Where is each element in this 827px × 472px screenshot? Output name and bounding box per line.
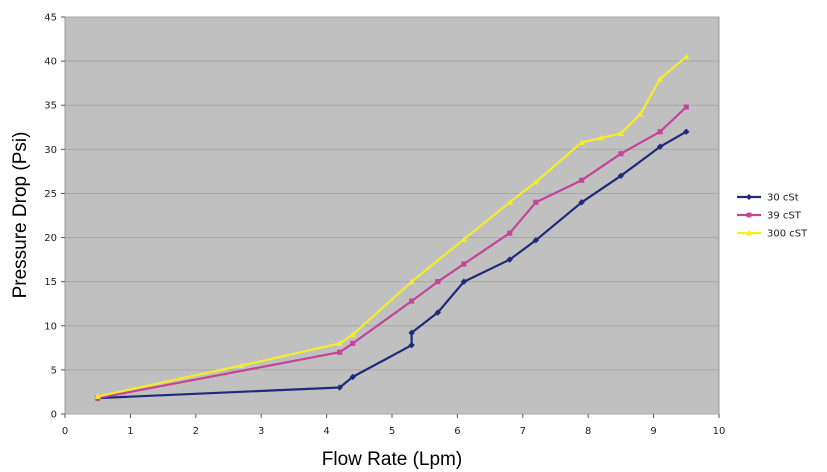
x-tick-label: 4	[323, 426, 329, 437]
y-axis-title: Pressure Drop (Psi)	[10, 132, 31, 299]
data-point	[746, 230, 752, 236]
data-point	[746, 194, 752, 200]
series-300-cst	[94, 53, 690, 399]
y-tick-label: 25	[44, 189, 57, 200]
x-tick-label: 5	[389, 426, 395, 437]
data-point	[637, 110, 644, 117]
data-point	[578, 199, 585, 206]
data-point	[337, 349, 343, 355]
x-tick-label: 1	[127, 426, 133, 437]
y-tick-label: 35	[44, 101, 57, 112]
data-point	[336, 340, 343, 346]
data-point	[461, 261, 467, 267]
y-tick-label: 0	[51, 410, 57, 421]
legend-item: 300 cST	[737, 229, 808, 240]
data-point	[656, 75, 664, 82]
x-tick-label: 0	[62, 426, 68, 437]
y-tick-label: 45	[44, 13, 57, 24]
data-point	[656, 143, 664, 150]
data-point	[434, 309, 441, 316]
y-axis-ticks: 0 5 10 15 20 25 30 35 40 45	[44, 13, 65, 421]
data-point	[532, 237, 540, 244]
data-point	[598, 134, 605, 141]
data-point	[683, 128, 690, 135]
data-point	[349, 373, 356, 381]
data-point	[746, 212, 752, 218]
data-point	[408, 329, 415, 337]
data-point	[683, 104, 689, 110]
y-tick-label: 40	[44, 57, 57, 68]
x-tick-label: 7	[520, 426, 526, 437]
x-axis-ticks: 0 1 2 3 4 5 6 7 8 9 10	[62, 414, 726, 437]
x-tick-label: 2	[193, 426, 199, 437]
series-line	[97, 55, 688, 398]
x-tick-label: 10	[713, 426, 726, 437]
data-point	[578, 139, 585, 145]
data-point	[506, 256, 513, 263]
data-point	[460, 236, 468, 242]
data-point	[94, 393, 101, 399]
legend-label: 300 cST	[767, 229, 808, 240]
data-point	[238, 362, 245, 369]
x-axis-title: Flow Rate (Lpm)	[322, 449, 462, 470]
data-point	[435, 279, 441, 285]
y-tick-label: 30	[44, 145, 57, 156]
data-point	[579, 177, 585, 183]
legend: 30 cSt 39 cST 300 cST	[737, 193, 808, 240]
data-point	[460, 278, 468, 285]
data-point	[349, 331, 356, 338]
data-point	[506, 199, 513, 205]
data-point	[350, 340, 356, 346]
plot-area	[64, 16, 720, 415]
data-point	[618, 151, 624, 157]
y-tick-label: 5	[51, 365, 57, 376]
data-point	[408, 341, 415, 349]
series-30-cst	[94, 128, 690, 402]
series-39-cst	[95, 104, 689, 401]
x-tick-label: 8	[585, 426, 591, 437]
grid-lines	[65, 16, 719, 415]
data-point	[533, 199, 539, 205]
series-layer	[94, 53, 690, 402]
data-point	[617, 130, 625, 137]
x-tick-label: 9	[650, 426, 656, 437]
data-point	[657, 129, 663, 135]
data-point	[532, 178, 540, 185]
legend-item: 39 cST	[737, 211, 802, 222]
data-point	[336, 384, 343, 391]
y-tick-label: 15	[44, 277, 57, 288]
data-point	[683, 53, 690, 60]
data-point	[409, 298, 415, 304]
legend-label: 39 cST	[767, 211, 802, 222]
y-tick-label: 10	[44, 321, 57, 332]
data-point	[507, 230, 513, 236]
legend-label: 30 cSt	[767, 193, 799, 204]
x-tick-label: 3	[258, 426, 264, 437]
legend-item: 30 cSt	[737, 193, 799, 204]
y-tick-label: 20	[44, 233, 57, 244]
data-point	[617, 172, 625, 179]
x-tick-label: 6	[454, 426, 460, 437]
data-point	[408, 278, 415, 285]
